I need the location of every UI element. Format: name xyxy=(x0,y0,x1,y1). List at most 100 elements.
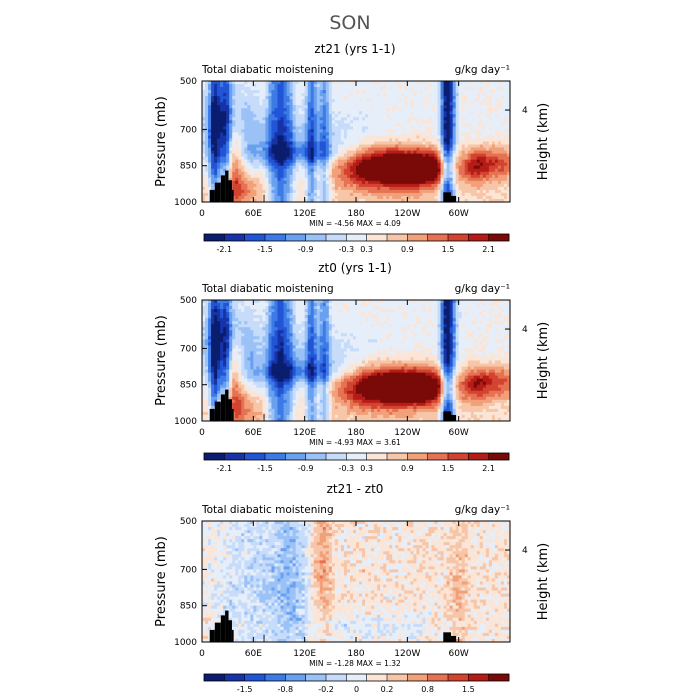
heatmap-cell xyxy=(383,141,387,146)
heatmap-cell xyxy=(238,309,242,313)
heatmap-cell xyxy=(244,135,248,140)
heatmap-cell xyxy=(494,171,499,176)
heatmap-cell xyxy=(277,105,282,109)
heatmap-cell xyxy=(304,195,309,200)
heatmap-cell xyxy=(371,105,375,109)
heatmap-cell xyxy=(437,111,442,115)
heatmap-cell xyxy=(371,87,375,91)
heatmap-cell xyxy=(362,192,366,197)
heatmap-cell xyxy=(283,162,288,167)
heatmap-cell xyxy=(274,105,279,109)
heatmap-cell xyxy=(256,315,260,319)
heatmap-cell xyxy=(461,105,466,109)
heatmap-cell xyxy=(461,123,466,127)
heatmap-cell xyxy=(331,300,336,304)
heatmap-cell xyxy=(238,312,242,316)
heatmap-cell xyxy=(274,132,279,137)
heatmap-cell xyxy=(301,90,306,94)
heatmap-cell xyxy=(322,141,327,146)
heatmap-cell xyxy=(208,90,212,94)
heatmap-cell xyxy=(337,87,342,91)
heatmap-cell xyxy=(286,318,291,322)
heatmap-cell xyxy=(488,150,493,155)
heatmap-cell xyxy=(380,96,384,100)
heatmap-cell xyxy=(244,132,248,137)
heatmap-cell xyxy=(337,177,342,182)
heatmap-cell xyxy=(325,309,330,313)
heatmap-cell xyxy=(346,312,351,316)
heatmap-cell xyxy=(334,102,339,106)
heatmap-cell xyxy=(374,141,378,146)
heatmap-cell xyxy=(389,162,393,167)
heatmap-cell xyxy=(491,87,496,91)
heatmap-cell xyxy=(346,117,351,121)
heatmap-cell xyxy=(455,309,460,313)
heatmap-cell xyxy=(371,306,375,310)
heatmap-cell xyxy=(425,192,430,197)
heatmap-cell xyxy=(446,84,451,88)
heatmap-cell xyxy=(319,165,324,170)
heatmap-cell xyxy=(362,309,366,313)
heatmap-cell xyxy=(452,180,457,185)
heatmap-cell xyxy=(470,189,475,194)
heatmap-cell xyxy=(226,111,230,115)
heatmap-cell xyxy=(271,123,276,127)
heatmap-cell xyxy=(325,141,330,146)
heatmap-cell xyxy=(443,315,448,319)
heatmap-cell xyxy=(220,81,224,85)
heatmap-cell xyxy=(322,171,327,176)
heatmap-cell xyxy=(488,117,493,121)
heatmap-cell xyxy=(452,138,457,143)
heatmap-cell xyxy=(232,180,236,185)
heatmap-cell xyxy=(220,90,224,94)
heatmap-cell xyxy=(458,93,463,97)
heatmap-cell xyxy=(485,300,490,304)
heatmap-cell xyxy=(392,135,396,140)
heatmap-cell xyxy=(488,198,493,203)
heatmap-cell xyxy=(253,90,257,94)
heatmap-cell xyxy=(506,183,511,188)
heatmap-cell xyxy=(256,303,260,307)
heatmap-cell xyxy=(359,180,363,185)
heatmap-cell xyxy=(247,90,251,94)
heatmap-cell xyxy=(232,174,236,179)
heatmap-cell xyxy=(377,141,381,146)
heatmap-cell xyxy=(208,315,212,319)
heatmap-cell xyxy=(458,162,463,167)
heatmap-cell xyxy=(485,144,490,149)
heatmap-cell xyxy=(319,132,324,137)
heatmap-cell xyxy=(229,102,233,106)
heatmap-cell xyxy=(316,129,321,134)
heatmap-cell xyxy=(307,114,312,118)
heatmap-cell xyxy=(256,171,260,176)
heatmap-cell xyxy=(425,153,430,158)
heatmap-cell xyxy=(494,174,499,179)
heatmap-cell xyxy=(437,168,442,173)
heatmap-cell xyxy=(268,135,273,140)
heatmap-cell xyxy=(253,306,257,310)
heatmap-cell xyxy=(310,147,315,152)
heatmap-cell xyxy=(431,126,436,131)
heatmap-cell xyxy=(383,312,387,316)
heatmap-cell xyxy=(488,165,493,170)
heatmap-cell xyxy=(331,318,336,322)
heatmap-cell xyxy=(371,129,375,134)
heatmap-cell xyxy=(419,96,424,100)
heatmap-cell xyxy=(368,81,372,85)
heatmap-cell xyxy=(292,177,297,182)
heatmap-cell xyxy=(352,120,357,124)
heatmap-cell xyxy=(497,108,502,112)
heatmap-cell xyxy=(307,123,312,127)
heatmap-cell xyxy=(265,117,270,121)
heatmap-cell xyxy=(292,309,297,313)
heatmap-cell xyxy=(503,111,508,115)
heatmap-cell xyxy=(307,96,312,100)
heatmap-cell xyxy=(389,135,393,140)
heatmap-cell xyxy=(295,153,300,158)
heatmap-cell xyxy=(268,300,273,304)
heatmap-cell xyxy=(241,87,245,91)
heatmap-cell xyxy=(500,318,505,322)
heatmap-cell xyxy=(307,303,312,307)
heatmap-cell xyxy=(404,90,408,94)
heatmap-cell xyxy=(359,156,363,161)
